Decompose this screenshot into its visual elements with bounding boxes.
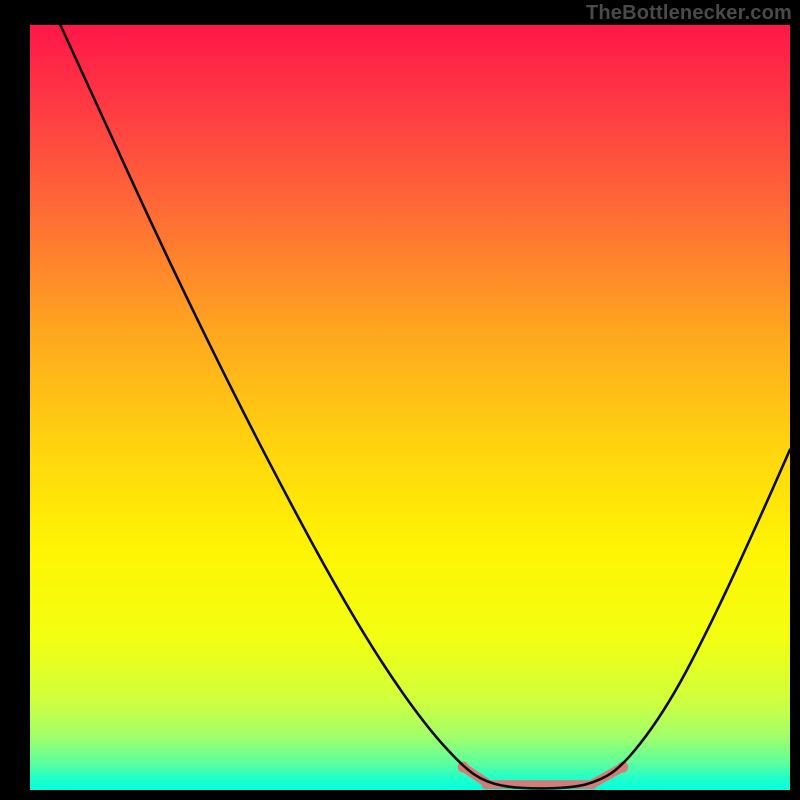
chart-area bbox=[0, 0, 800, 800]
highlight-band bbox=[458, 762, 629, 785]
attribution-label: TheBottlenecker.com bbox=[586, 2, 792, 25]
curve-layer bbox=[0, 0, 800, 800]
chart-root: TheBottlenecker.com bbox=[0, 0, 800, 800]
bottleneck-curve bbox=[60, 25, 790, 788]
